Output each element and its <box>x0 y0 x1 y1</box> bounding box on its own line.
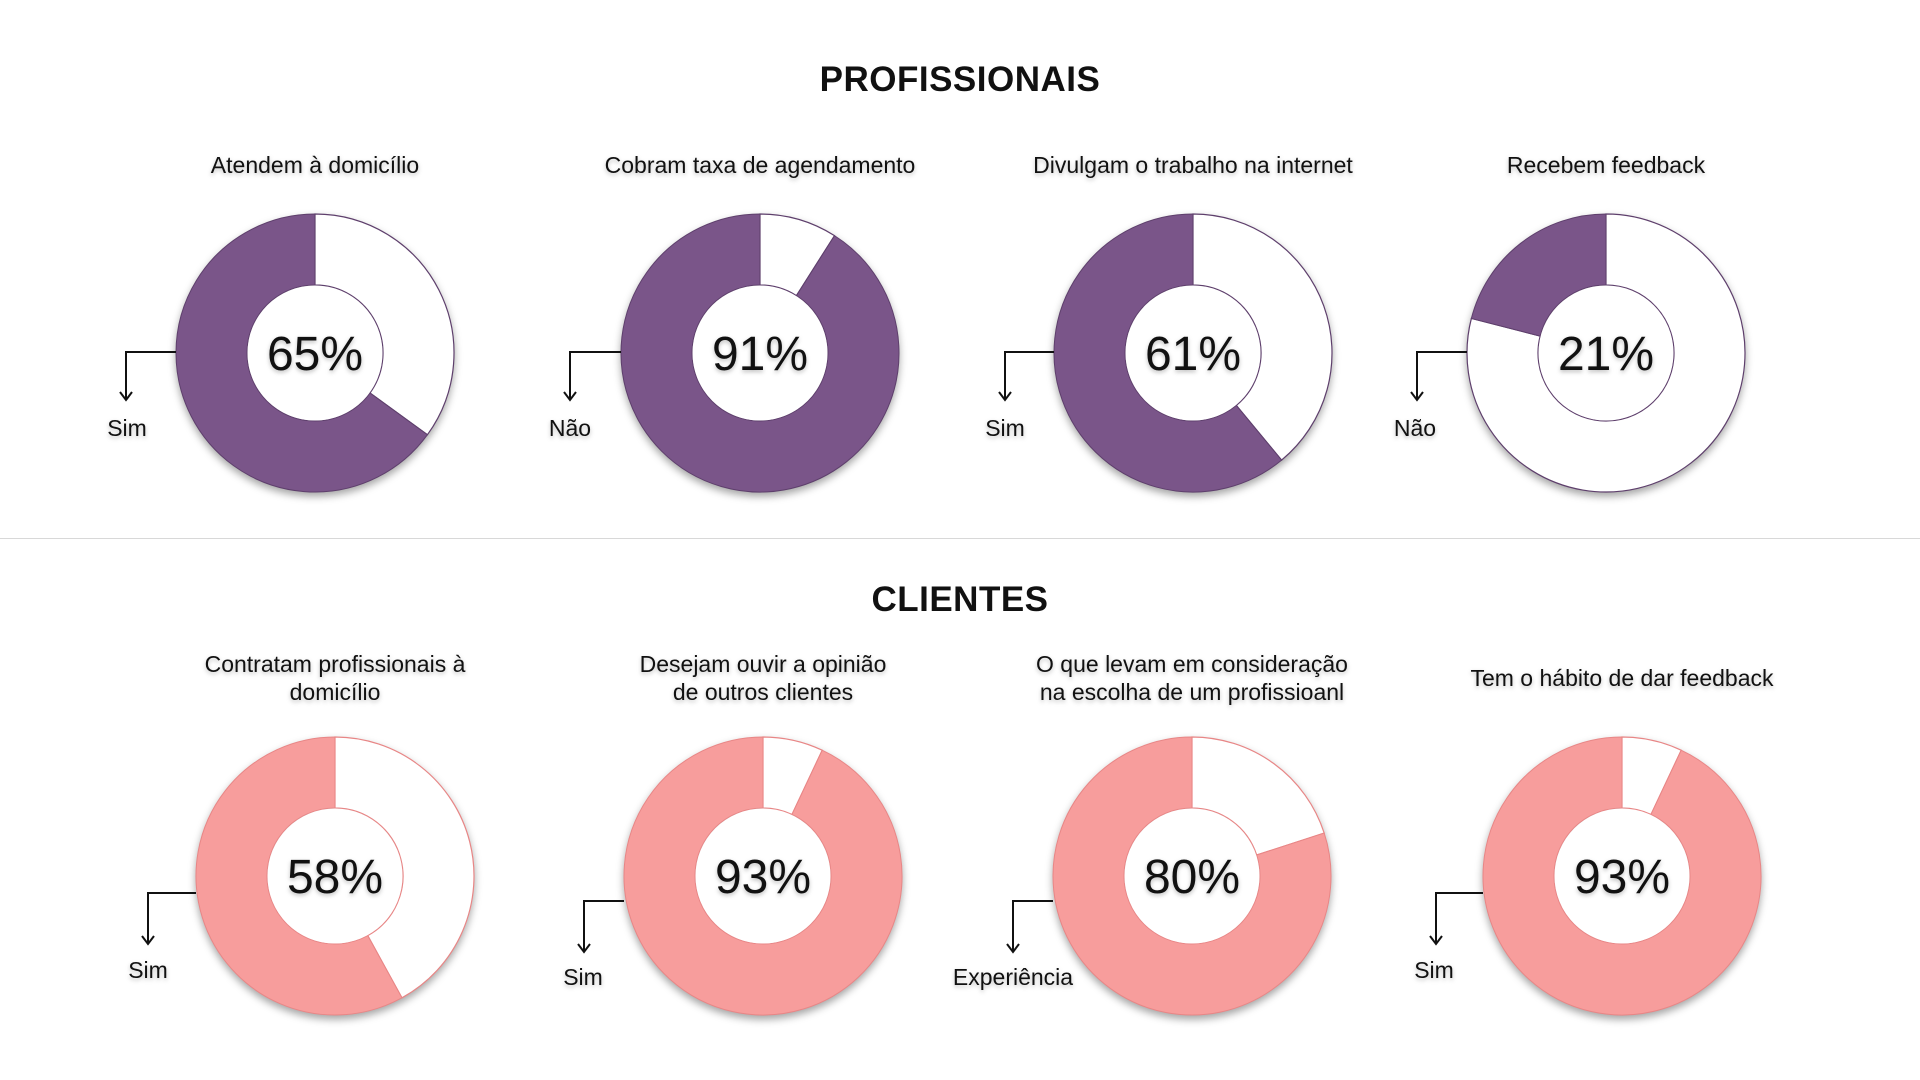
chart-7-remainder-segment <box>1191 736 1325 856</box>
chart-4-value-segment <box>1470 213 1607 337</box>
chart-1-title: Atendem à domicílio <box>211 152 419 178</box>
chart-6-center-value: 93% <box>715 851 811 904</box>
chart-7-center-value: 80% <box>1144 851 1240 904</box>
chart-8-title: Tem o hábito de dar feedback <box>1470 665 1774 691</box>
chart-5-title-line-2: domicílio <box>290 679 381 705</box>
chart-3-ring <box>1053 213 1333 493</box>
chart-6-center-hole <box>695 808 831 944</box>
chart-1-legend-arrow <box>119 351 176 402</box>
chart-2-title: Cobram taxa de agendamento <box>605 152 916 178</box>
chart-1-legend-label: Sim <box>107 415 147 441</box>
chart-1-ring <box>175 213 455 493</box>
chart-8-value-segment <box>1482 736 1762 1016</box>
chart-3-title: Divulgam o trabalho na internet <box>1033 152 1353 178</box>
chart-5-center-value: 58% <box>287 851 383 904</box>
chart-5-remainder-segment <box>334 736 475 999</box>
chart-3-remainder-segment <box>1192 213 1333 461</box>
chart-8-legend-label: Sim <box>1414 957 1454 983</box>
chart-8-legend-arrow <box>1429 892 1483 946</box>
chart-8-ring <box>1482 736 1762 1016</box>
chart-3-value-segment <box>1053 213 1283 493</box>
chart-2-legend-arrow <box>563 351 621 402</box>
chart-6-value-segment <box>623 736 903 1016</box>
chart-5-center-hole <box>267 808 403 944</box>
chart-3-legend-arrow <box>998 351 1054 402</box>
chart-3-center-value: 61% <box>1145 328 1241 381</box>
chart-6-title-line-1: Desejam ouvir a opinião <box>640 651 887 677</box>
chart-8-center-hole <box>1554 808 1690 944</box>
chart-8-group: Tem o hábito de dar feedback 93% Sim <box>1414 665 1774 1016</box>
chart-4-remainder-segment <box>1466 213 1746 493</box>
chart-2-value-segment <box>620 213 900 493</box>
chart-2-group: Cobram taxa de agendamento 91% Não <box>549 152 916 493</box>
chart-7-title-line-2: na escolha de um profissioanl <box>1040 679 1344 705</box>
chart-4-title: Recebem feedback <box>1507 152 1706 178</box>
chart-5-title-line-1: Contratam profissionais à <box>205 651 466 677</box>
chart-5-ring <box>195 736 475 1016</box>
chart-1-group: Atendem à domicílio 65% Sim <box>107 152 455 493</box>
section-title-professionals: PROFISSIONAIS <box>819 60 1101 99</box>
chart-6-legend-label: Sim <box>563 964 603 990</box>
chart-7-title-line-1: O que levam em consideração <box>1036 651 1348 677</box>
chart-6-ring <box>623 736 903 1016</box>
chart-3-legend-label: Sim <box>985 415 1025 441</box>
chart-3-center-hole <box>1125 285 1261 421</box>
section-title-clients: CLIENTES <box>871 580 1049 619</box>
chart-6-legend-arrow <box>577 900 624 954</box>
chart-4-center-hole <box>1538 285 1674 421</box>
chart-3-group: Divulgam o trabalho na internet 61% Sim <box>985 152 1353 493</box>
chart-2-ring <box>620 213 900 493</box>
chart-8-center-value: 93% <box>1574 851 1670 904</box>
chart-7-legend-label: Experiência <box>953 964 1073 990</box>
chart-4-legend-arrow <box>1410 351 1467 402</box>
chart-4-center-value: 21% <box>1558 328 1654 381</box>
chart-5-value-segment <box>195 736 403 1016</box>
chart-1-center-value: 65% <box>267 328 363 381</box>
chart-2-center-hole <box>692 285 828 421</box>
chart-1-remainder-segment <box>314 213 455 436</box>
chart-1-value-segment <box>175 213 429 493</box>
chart-5-legend-arrow <box>141 892 196 946</box>
chart-7-center-hole <box>1124 808 1260 944</box>
chart-4-legend-label: Não <box>1394 415 1436 441</box>
chart-7-value-segment <box>1052 736 1332 1016</box>
chart-4-ring <box>1466 213 1746 493</box>
section-divider <box>0 538 1920 539</box>
chart-5-legend-label: Sim <box>128 957 168 983</box>
chart-1-center-hole <box>247 285 383 421</box>
chart-2-legend-label: Não <box>549 415 591 441</box>
chart-7-legend-arrow <box>1006 900 1053 954</box>
chart-7-ring <box>1052 736 1332 1016</box>
chart-6-title-line-2: de outros clientes <box>673 679 853 705</box>
chart-4-group: Recebem feedback 21% Não <box>1394 152 1746 493</box>
chart-2-center-value: 91% <box>712 328 808 381</box>
